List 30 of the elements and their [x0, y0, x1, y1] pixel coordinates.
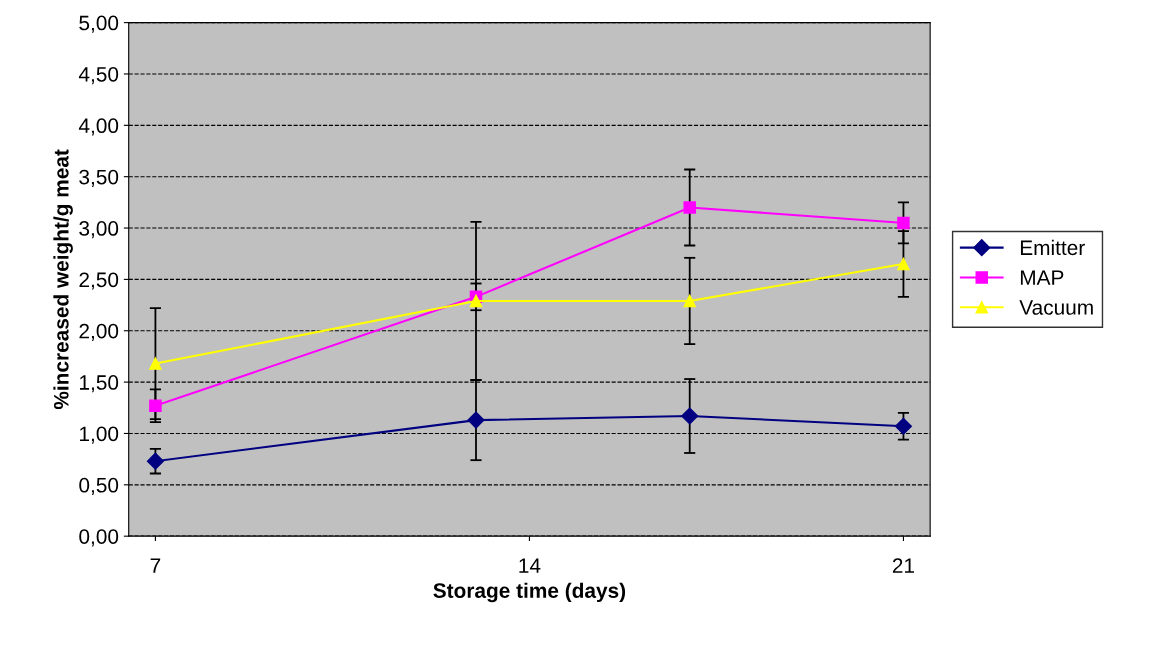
- point: [897, 257, 910, 271]
- x-tick-label: 14: [519, 558, 541, 573]
- point: [683, 294, 696, 308]
- y-tick-label: 2,50: [79, 272, 119, 290]
- y-tick-label: 3,50: [79, 169, 119, 187]
- point: [897, 216, 910, 230]
- point: [469, 294, 483, 308]
- x-tick-label: 7: [150, 558, 161, 573]
- y-tick-label: 3,00: [79, 221, 119, 239]
- legend-label: Vacuum: [1019, 300, 1093, 315]
- point: [146, 452, 164, 470]
- point: [681, 407, 699, 425]
- y-tick-label: 4,50: [78, 66, 119, 85]
- y-tick-label: 1,50: [80, 375, 119, 393]
- legend-label: Emitter: [1020, 239, 1085, 256]
- point: [467, 411, 485, 429]
- y-tick-label: 1,00: [80, 426, 119, 444]
- point: [149, 357, 162, 370]
- legend-label: MAP: [1020, 270, 1064, 285]
- point: [683, 201, 696, 214]
- y-axis-title: %increased weight/g meat: [53, 149, 73, 410]
- y-tick-label: 5,00: [79, 15, 119, 33]
- x-axis-title: Storage time (days): [433, 582, 626, 603]
- y-tick-label: 4,00: [78, 118, 119, 136]
- y-tick-label: 0,50: [79, 477, 119, 496]
- y-tick-label: 2,00: [79, 323, 119, 341]
- y-tick-label: 0,00: [79, 529, 119, 547]
- x-tick-label: 21: [892, 558, 915, 573]
- point: [894, 417, 912, 435]
- point: [149, 399, 162, 412]
